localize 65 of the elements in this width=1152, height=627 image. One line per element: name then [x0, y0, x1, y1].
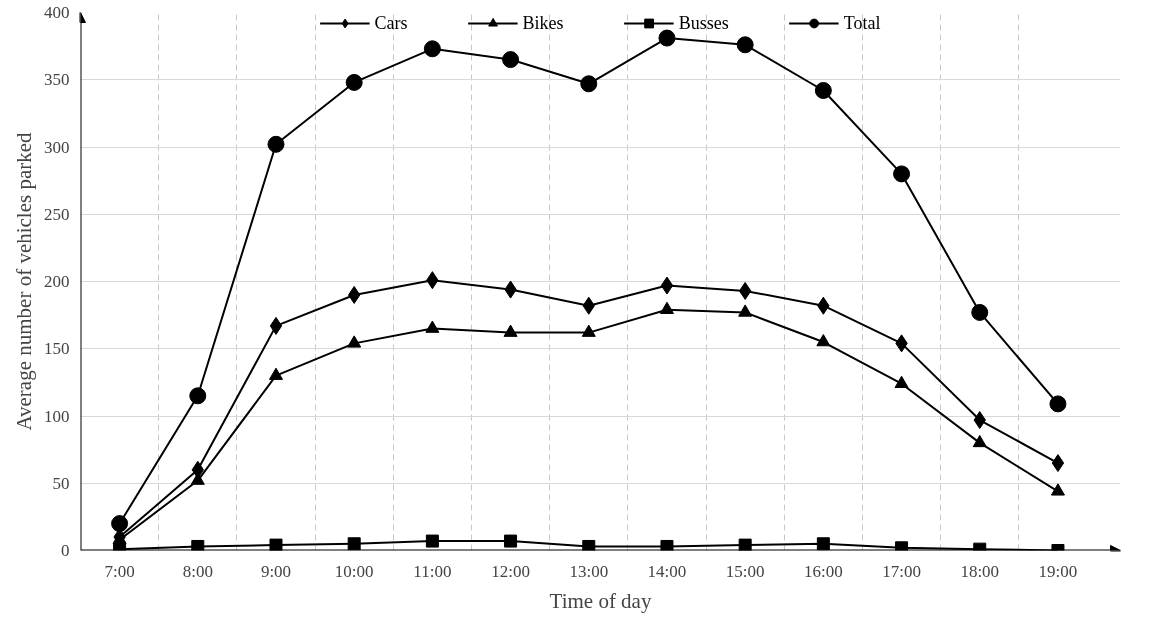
- point: [738, 538, 752, 551]
- x-tick-label: 8:00: [182, 561, 213, 581]
- x-tick-label: 9:00: [260, 561, 292, 581]
- y-tick-label: 200: [44, 272, 70, 291]
- x-tick-label: 14:00: [647, 561, 687, 581]
- point: [738, 304, 753, 317]
- point: [895, 541, 909, 551]
- point: [659, 301, 674, 314]
- x-tick-label: 11:00: [413, 561, 452, 581]
- point: [971, 303, 989, 321]
- point: [581, 324, 596, 337]
- legend-label: Busses: [678, 12, 729, 34]
- point: [191, 539, 205, 551]
- point: [189, 387, 207, 405]
- point: [503, 324, 518, 337]
- point: [347, 335, 362, 348]
- x-tick-label: 16:00: [804, 561, 843, 581]
- y-tick-label: 400: [44, 3, 70, 22]
- point: [504, 534, 518, 548]
- point: [816, 334, 831, 347]
- point: [894, 375, 909, 388]
- legend-label: Total: [843, 12, 881, 34]
- point: [1050, 483, 1065, 496]
- x-tick-label: 12:00: [491, 561, 530, 581]
- legend-label: Bikes: [522, 12, 564, 34]
- point: [423, 40, 441, 58]
- point: [345, 73, 363, 91]
- x-tick-label: 13:00: [569, 561, 609, 581]
- point: [347, 537, 361, 551]
- point: [1051, 454, 1065, 473]
- x-tick-label: 19:00: [1038, 561, 1078, 581]
- point: [269, 316, 283, 335]
- point: [1049, 395, 1067, 413]
- legend-label: Cars: [374, 12, 408, 34]
- y-tick-label: 350: [44, 70, 70, 90]
- x-tick-label: 10:00: [334, 561, 374, 581]
- point: [658, 29, 676, 47]
- point: [972, 434, 987, 448]
- point: [268, 367, 283, 380]
- point: [814, 82, 832, 99]
- point: [893, 165, 911, 183]
- point: [660, 276, 674, 295]
- y-tick-label: 150: [44, 339, 70, 359]
- y-tick-label: 250: [44, 204, 70, 224]
- point: [425, 320, 440, 333]
- point: [582, 539, 596, 551]
- x-tick-label: 17:00: [882, 561, 921, 581]
- point: [736, 36, 754, 54]
- y-tick-label: 0: [61, 541, 70, 560]
- point: [267, 135, 285, 153]
- point: [580, 75, 598, 93]
- x-tick-label: 18:00: [960, 561, 1000, 581]
- y-tick-label: 100: [44, 406, 70, 426]
- point: [111, 515, 129, 533]
- x-tick-label: 15:00: [725, 561, 765, 581]
- point: [660, 539, 674, 551]
- point: [816, 537, 830, 551]
- y-tick-label: 300: [44, 137, 70, 157]
- point: [502, 51, 520, 69]
- x-tick-label: 7:00: [104, 561, 135, 581]
- y-axis-title: Average number of vehicles parked: [12, 131, 36, 431]
- point: [425, 534, 439, 548]
- point: [269, 538, 283, 551]
- x-axis-title: Time of day: [549, 588, 652, 613]
- y-tick-label: 50: [52, 473, 70, 493]
